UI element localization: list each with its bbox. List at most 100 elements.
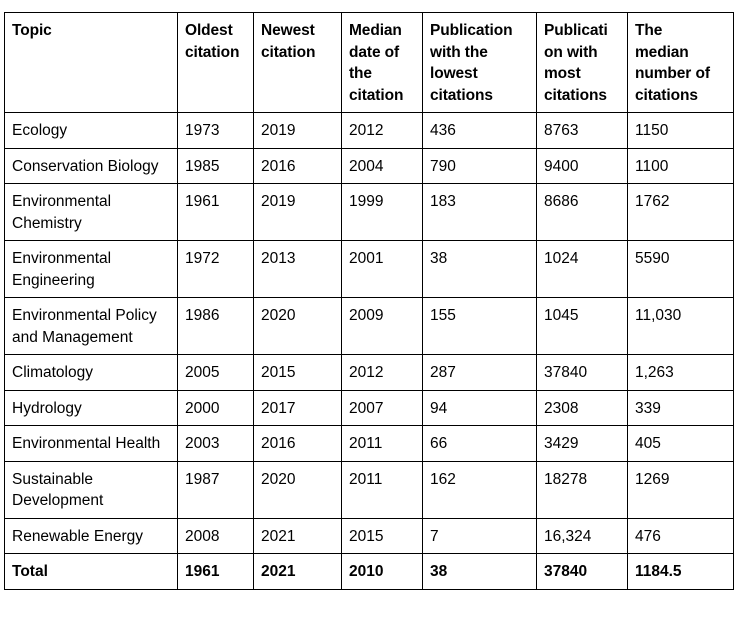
median-date-cell: 1999 <box>341 183 423 241</box>
median-citations-cell: 405 <box>627 425 734 462</box>
most-citations-cell: 1045 <box>536 297 628 355</box>
header-text: Publication <box>430 22 513 39</box>
header-text: citation <box>349 86 404 104</box>
table-row: Hydrology 2000 2017 2007 94 2308 339 <box>4 389 734 426</box>
oldest-citation-cell: 2003 <box>177 425 254 462</box>
median-date-cell: 2001 <box>341 240 423 298</box>
header-text: number of <box>635 65 710 82</box>
header-text: Median <box>349 22 402 39</box>
topic-text: Environmental Policy <box>12 307 157 324</box>
most-citations-cell: 16,324 <box>536 517 628 554</box>
topic-cell: Sustainable Development <box>4 460 178 519</box>
newest-citation-cell: 2019 <box>253 183 342 241</box>
header-text: citations <box>544 86 607 104</box>
most-citations-cell: 9400 <box>536 147 628 184</box>
table-row: Ecology 1973 2019 2012 436 8763 1150 <box>4 112 734 149</box>
topic-text: Ecology <box>12 122 68 139</box>
newest-citation-cell: 2021 <box>253 553 342 590</box>
median-date-cell: 2007 <box>341 389 423 426</box>
topic-text: Renewable Energy <box>12 527 143 545</box>
table-row: Environmental Chemistry 1961 2019 1999 183 868… <box>4 183 734 241</box>
header-text: citations <box>430 86 493 104</box>
header-lowest-citations: Publication with the lowest citations <box>422 12 537 113</box>
newest-citation-cell: 2015 <box>253 354 342 391</box>
table-row: Environmental Health 2003 2016 2011 66 3429 40… <box>4 425 734 462</box>
lowest-citations-cell: 38 <box>422 553 537 590</box>
header-text: citations <box>635 86 698 104</box>
median-citations-cell: 1,263 <box>627 354 734 391</box>
median-date-cell: 2012 <box>341 354 423 391</box>
header-text: with the <box>430 43 488 61</box>
lowest-citations-cell: 66 <box>422 425 537 462</box>
topic-text: Environmental <box>12 250 112 267</box>
newest-citation-cell: 2020 <box>253 297 342 355</box>
topic-cell: Environmental Policy and Management <box>4 297 178 355</box>
newest-citation-cell: 2019 <box>253 112 342 149</box>
oldest-citation-cell: 1985 <box>177 147 254 184</box>
header-topic: Topic <box>4 12 178 113</box>
topic-cell: Conservation Biology <box>4 147 178 184</box>
most-citations-cell: 2308 <box>536 389 628 426</box>
header-text: date of <box>349 43 400 61</box>
median-date-cell: 2012 <box>341 112 423 149</box>
citation-summary-table: Topic Oldest citation Newest citation Median d… <box>4 12 734 590</box>
median-citations-cell: 476 <box>627 517 734 554</box>
newest-citation-cell: 2013 <box>253 240 342 298</box>
total-row: Total 1961 2021 2010 38 37840 1184.5 <box>4 553 734 590</box>
table-row: Conservation Biology 1985 2016 2004 790 9400 1… <box>4 147 734 184</box>
topic-cell: Environmental Engineering <box>4 240 178 298</box>
oldest-citation-cell: 1961 <box>177 183 254 241</box>
most-citations-cell: 18278 <box>536 460 628 519</box>
topic-text: Climatology <box>12 364 93 381</box>
header-text: most <box>544 65 581 82</box>
topic-text: Total <box>12 563 48 580</box>
oldest-citation-cell: 2005 <box>177 354 254 391</box>
oldest-citation-cell: 1986 <box>177 297 254 355</box>
topic-text: Engineering <box>12 271 95 289</box>
topic-cell: Renewable Energy <box>4 517 178 554</box>
oldest-citation-cell: 1972 <box>177 240 254 298</box>
oldest-citation-cell: 1961 <box>177 553 254 590</box>
topic-cell: Environmental Health <box>4 425 178 462</box>
most-citations-cell: 8686 <box>536 183 628 241</box>
header-text: The <box>635 22 663 39</box>
header-text: citation <box>185 43 240 61</box>
median-citations-cell: 11,030 <box>627 297 734 355</box>
topic-text: Conservation Biology <box>12 157 159 175</box>
header-median-citations: The median number of citations <box>627 12 734 113</box>
lowest-citations-cell: 183 <box>422 183 537 241</box>
table-row: Renewable Energy 2008 2021 2015 7 16,324 476 <box>4 517 734 554</box>
newest-citation-cell: 2017 <box>253 389 342 426</box>
lowest-citations-cell: 436 <box>422 112 537 149</box>
header-text: on with <box>544 43 598 61</box>
header-median-date: Median date of the citation <box>341 12 423 113</box>
header-oldest-citation: Oldest citation <box>177 12 254 113</box>
median-date-cell: 2011 <box>341 425 423 462</box>
oldest-citation-cell: 2008 <box>177 517 254 554</box>
header-most-citations: Publicati on with most citations <box>536 12 628 113</box>
topic-text: Sustainable <box>12 470 94 488</box>
lowest-citations-cell: 94 <box>422 389 537 426</box>
table-row: Climatology 2005 2015 2012 287 37840 1,263 <box>4 354 734 391</box>
median-citations-cell: 5590 <box>627 240 734 298</box>
lowest-citations-cell: 38 <box>422 240 537 298</box>
header-text: median <box>635 43 689 61</box>
median-citations-cell: 1100 <box>627 147 734 184</box>
lowest-citations-cell: 162 <box>422 460 537 519</box>
header-text: Publicati <box>544 22 608 39</box>
lowest-citations-cell: 287 <box>422 354 537 391</box>
oldest-citation-cell: 1987 <box>177 460 254 519</box>
median-citations-cell: 339 <box>627 389 734 426</box>
topic-cell: Climatology <box>4 354 178 391</box>
most-citations-cell: 1024 <box>536 240 628 298</box>
topic-text: Development <box>12 492 104 509</box>
table-row: Environmental Policy and Management 1986 20… <box>4 297 734 355</box>
oldest-citation-cell: 2000 <box>177 389 254 426</box>
table-row: Environmental Engineering 1972 2013 2001 38 10… <box>4 240 734 298</box>
topic-text: and Management <box>12 328 133 346</box>
median-citations-cell: 1762 <box>627 183 734 241</box>
most-citations-cell: 37840 <box>536 354 628 391</box>
median-citations-cell: 1150 <box>627 112 734 149</box>
topic-text: Chemistry <box>12 214 82 232</box>
newest-citation-cell: 2021 <box>253 517 342 554</box>
